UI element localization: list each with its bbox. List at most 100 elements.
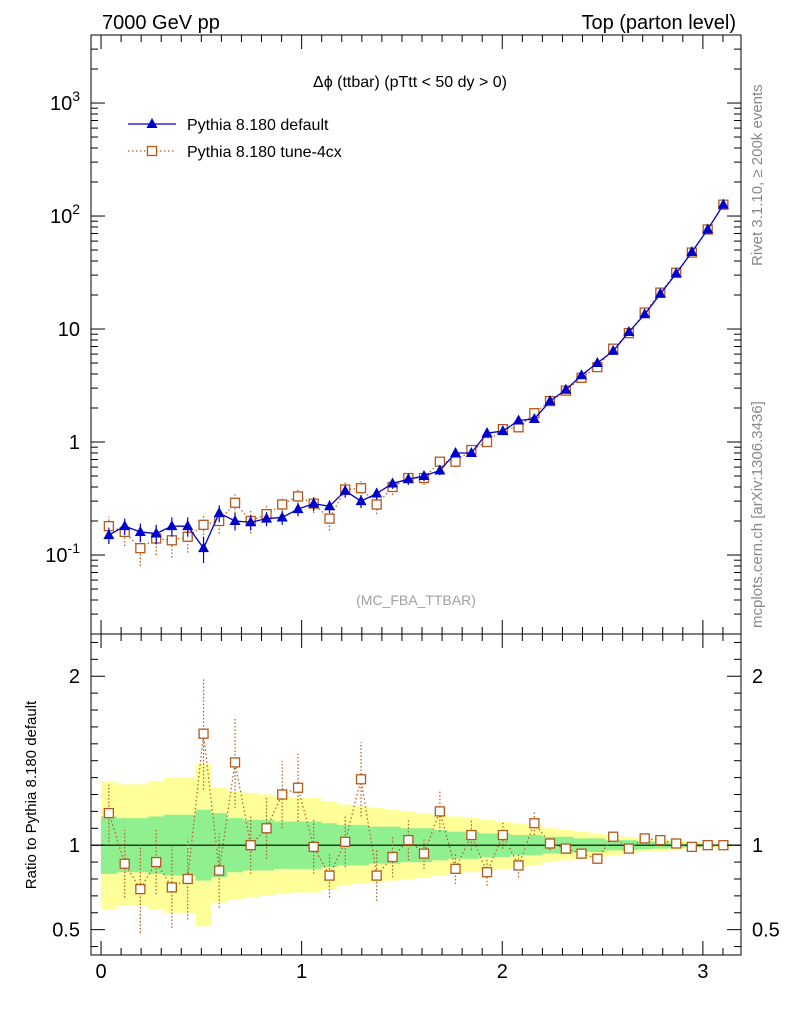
ratio-tune-series-point (702, 840, 713, 851)
ratio-x-tick-label: 3 (697, 961, 708, 983)
default-series-point (150, 527, 162, 538)
main-axes: 10-1 1 10 102 103 (45, 34, 741, 635)
ratio-y-tick-label-right: 2 (752, 666, 763, 688)
default-series-point (387, 477, 399, 488)
tune-series-point (292, 491, 304, 502)
default-series-point (702, 223, 714, 234)
default-series-point (213, 507, 225, 518)
ratio-tune-series-point (214, 865, 225, 876)
default-series-point (576, 369, 588, 380)
tune-series-point (371, 499, 382, 510)
ratio-tune-series-point (434, 806, 446, 817)
main-y-tick-label: 10 (58, 319, 80, 341)
default-series-point (528, 412, 540, 423)
ratio-tune-series-point (324, 870, 335, 881)
ratio-tune-series-point (623, 843, 635, 854)
ratio-tune-series-point (513, 860, 524, 871)
ratio-x-tick-label: 1 (296, 961, 307, 983)
ratio-tune-series-point (560, 843, 572, 854)
default-series-point (544, 395, 556, 406)
ratio-tune-series-point (182, 873, 193, 885)
ratio-tune-series-line (108, 733, 724, 891)
default-series-point (245, 516, 257, 527)
ratio-tune-series-point (355, 774, 367, 785)
legend: Pythia 8.180 default Pythia 8.180 tune-4… (128, 117, 342, 161)
tune-series-point (450, 456, 461, 467)
ratio-tune-series-point (418, 848, 430, 859)
default-series-point (591, 357, 603, 368)
legend-item-tune: Pythia 8.180 tune-4cx (128, 144, 342, 161)
ratio-tune-series-point (686, 841, 697, 853)
default-series-point (465, 446, 477, 457)
main-title: Δϕ (ttbar) (pTtt < 50 dy > 0) (313, 74, 507, 91)
default-series-point (686, 246, 698, 257)
legend-label-tune: Pythia 8.180 tune-4cx (187, 144, 342, 161)
ratio-tune-series-point (292, 782, 304, 793)
tune-series-point (135, 543, 146, 554)
tune-series-point (324, 513, 335, 524)
default-series-point (276, 511, 288, 522)
default-series-point (639, 308, 651, 319)
default-series-point (481, 427, 493, 438)
default-series-point (450, 446, 462, 457)
default-series-point (418, 470, 430, 481)
ratio-tune-series-point (261, 823, 272, 834)
ratio-tune-series-point (671, 838, 682, 849)
default-series-point (229, 515, 241, 526)
ratio-tune-series-point (119, 858, 130, 869)
ratio-x-tick-label: 2 (497, 961, 508, 983)
default-series-point (119, 520, 131, 531)
ratio-tune-series-point (497, 829, 509, 841)
ratio-tune-series-point (592, 853, 603, 864)
default-series-point (402, 473, 414, 484)
ratio-tune-series-point (718, 840, 729, 851)
ratio-y-tick-label-right: 1 (752, 835, 763, 857)
default-series-point (355, 495, 367, 506)
default-series-point (654, 287, 666, 298)
header-left: 7000 GeV pp (102, 12, 220, 34)
default-series-point (560, 383, 572, 394)
default-series-point (292, 503, 304, 514)
default-series-point (339, 484, 351, 495)
tune-series-point (277, 499, 288, 510)
tune-series-point (166, 535, 177, 546)
ratio-tune-series-point (277, 789, 288, 800)
legend-marker-default (146, 118, 158, 128)
ratio-y-tick-label-right: 0.5 (752, 920, 780, 942)
ratio-tune-series-point (198, 728, 209, 739)
ratio-y-tick-label-left: 1 (69, 835, 80, 857)
default-series-point (166, 520, 178, 531)
legend-item-default: Pythia 8.180 default (128, 117, 329, 134)
ratio-data-layer (91, 677, 741, 934)
default-series-point (103, 529, 115, 540)
default-series-point (182, 520, 194, 531)
ratio-panel: 0.5 0.5 1 1 2 2 0 1 2 3 Ratio to Pythia 8.180 def… (23, 633, 780, 983)
header-right: Top (parton level) (581, 12, 736, 34)
ratio-tune-series-point (529, 818, 540, 829)
default-series-point (497, 425, 509, 436)
watermark: (MC_FBA_TTBAR) (356, 592, 476, 608)
ratio-tune-series-point (403, 834, 414, 846)
ratio-tune-series-point (166, 882, 177, 893)
tune-series-point (229, 497, 241, 508)
ratio-tune-series-point (103, 807, 115, 819)
ratio-tune-series-point (481, 867, 493, 878)
default-series-point (434, 464, 446, 475)
main-data-layer (103, 198, 729, 566)
ratio-frame (90, 633, 742, 956)
ratio-tune-series-point (151, 856, 162, 868)
default-series-point (513, 414, 525, 425)
ratio-tune-series-point (340, 836, 351, 847)
main-y-tick-label: 102 (50, 201, 80, 228)
ratio-tune-series-point (371, 870, 382, 881)
legend-label-default: Pythia 8.180 default (187, 117, 329, 134)
ratio-tune-series-point (655, 834, 666, 846)
ratio-tune-series-point (387, 851, 398, 863)
ratio-tune-series-point (608, 831, 619, 842)
mcplots-label: mcplots.cern.ch [arXiv:1306.3436] (749, 401, 766, 628)
main-panel: 10-1 1 10 102 103 Δϕ (ttbar) (pTtt < 50 dy >… (45, 34, 742, 635)
ratio-tune-series-point (450, 863, 461, 874)
default-series-point (198, 542, 210, 553)
tune-series-line (108, 204, 724, 549)
